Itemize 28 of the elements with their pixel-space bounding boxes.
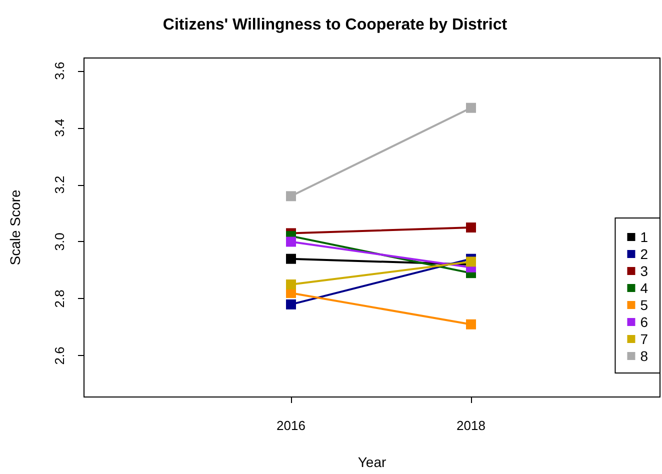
x-tick-label: 2018 (456, 418, 486, 433)
x-axis-title: Year (358, 454, 386, 470)
legend-label: 7 (640, 331, 648, 347)
point (466, 102, 476, 113)
legend-label: 4 (640, 280, 648, 296)
legend-label: 2 (640, 246, 648, 262)
y-axis-title: Scale Score (7, 190, 23, 266)
legend-label: 6 (640, 314, 648, 330)
y-tick-label: 3.2 (52, 176, 67, 194)
legend-label: 8 (640, 348, 648, 364)
x-tick-label: 2016 (276, 418, 306, 433)
point (286, 279, 296, 290)
y-tick-label: 3.4 (52, 118, 67, 137)
chart-title: Citizens' Willingness to Cooperate by District (162, 16, 508, 34)
legend-label: 1 (640, 229, 648, 245)
y-tick-label: 3.6 (52, 62, 67, 80)
point (286, 236, 296, 247)
legend-label: 3 (640, 263, 648, 279)
point (286, 254, 296, 264)
point (466, 222, 476, 232)
y-tick-label: 3.0 (52, 232, 67, 251)
point (466, 256, 476, 267)
y-tick-label: 2.8 (52, 290, 67, 308)
point (286, 299, 296, 310)
point (286, 191, 296, 202)
legend-label: 5 (640, 297, 648, 313)
point (466, 319, 476, 330)
y-tick-label: 2.6 (52, 346, 67, 365)
